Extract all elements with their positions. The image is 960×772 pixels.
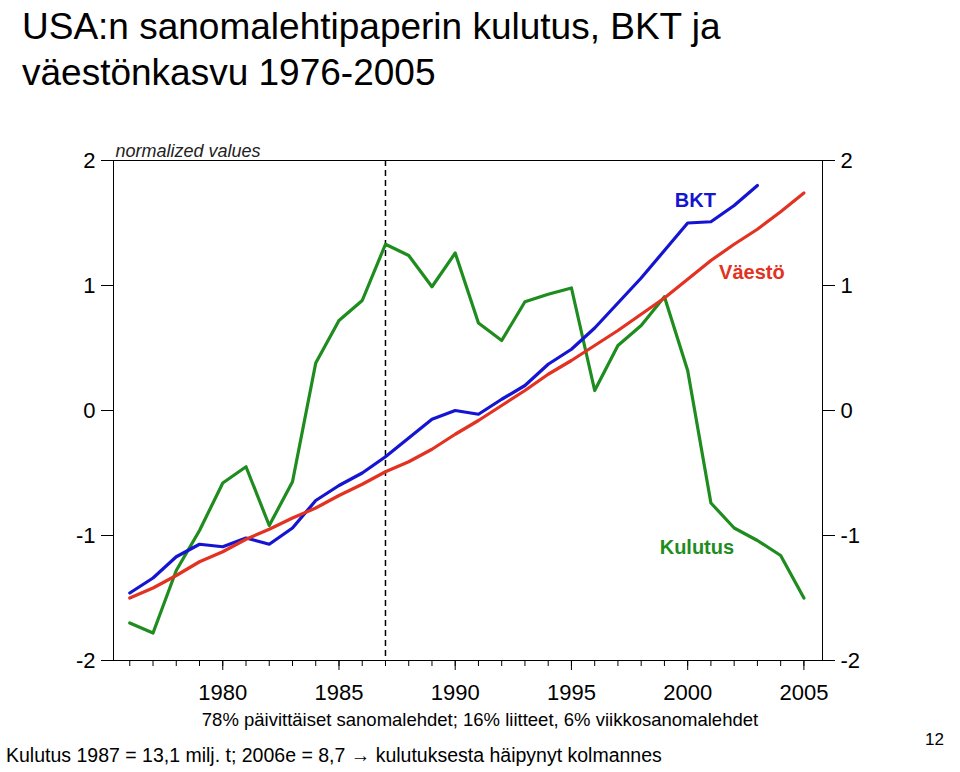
svg-text:0: 0 <box>83 398 95 423</box>
svg-text:-2: -2 <box>76 648 96 673</box>
html-text:12: 12 <box>925 730 944 749</box>
svg-text:2000: 2000 <box>663 680 712 705</box>
svg-text:Väestö: Väestö <box>719 261 785 283</box>
svg-text:1980: 1980 <box>198 680 247 705</box>
svg-text:2005: 2005 <box>779 680 828 705</box>
html-text:USA:n sanomalehtipaperin kulut: USA:n sanomalehtipaperin kulutus, BKT ja… <box>22 6 721 93</box>
svg-text:1985: 1985 <box>315 680 364 705</box>
svg-text:1: 1 <box>83 273 95 298</box>
svg-text:2: 2 <box>83 148 95 173</box>
svg-text:0: 0 <box>841 398 853 423</box>
svg-text:1995: 1995 <box>547 680 596 705</box>
html-text:78% päivittäiset sanomalehdet;: 78% päivittäiset sanomalehdet; 16% liitt… <box>201 709 759 730</box>
svg-text:BKT: BKT <box>675 189 716 211</box>
svg-text:normalized values: normalized values <box>116 141 261 161</box>
svg-text:-2: -2 <box>841 648 861 673</box>
html-text:Kulutus 1987 = 13,1 milj. t; 2: Kulutus 1987 = 13,1 milj. t; 2006e = 8,7… <box>6 744 662 766</box>
svg-text:-1: -1 <box>76 523 96 548</box>
svg-text:-1: -1 <box>841 523 861 548</box>
svg-text:1: 1 <box>841 273 853 298</box>
svg-text:Kulutus: Kulutus <box>660 536 734 558</box>
svg-text:1990: 1990 <box>431 680 480 705</box>
svg-text:2: 2 <box>841 148 853 173</box>
